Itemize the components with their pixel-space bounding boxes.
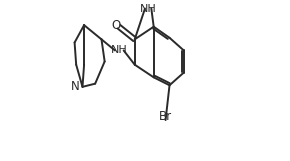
Text: Br: Br <box>159 110 172 123</box>
Text: N: N <box>70 80 79 93</box>
Text: NH: NH <box>140 4 157 14</box>
Text: NH: NH <box>110 45 127 55</box>
Text: O: O <box>111 19 121 32</box>
